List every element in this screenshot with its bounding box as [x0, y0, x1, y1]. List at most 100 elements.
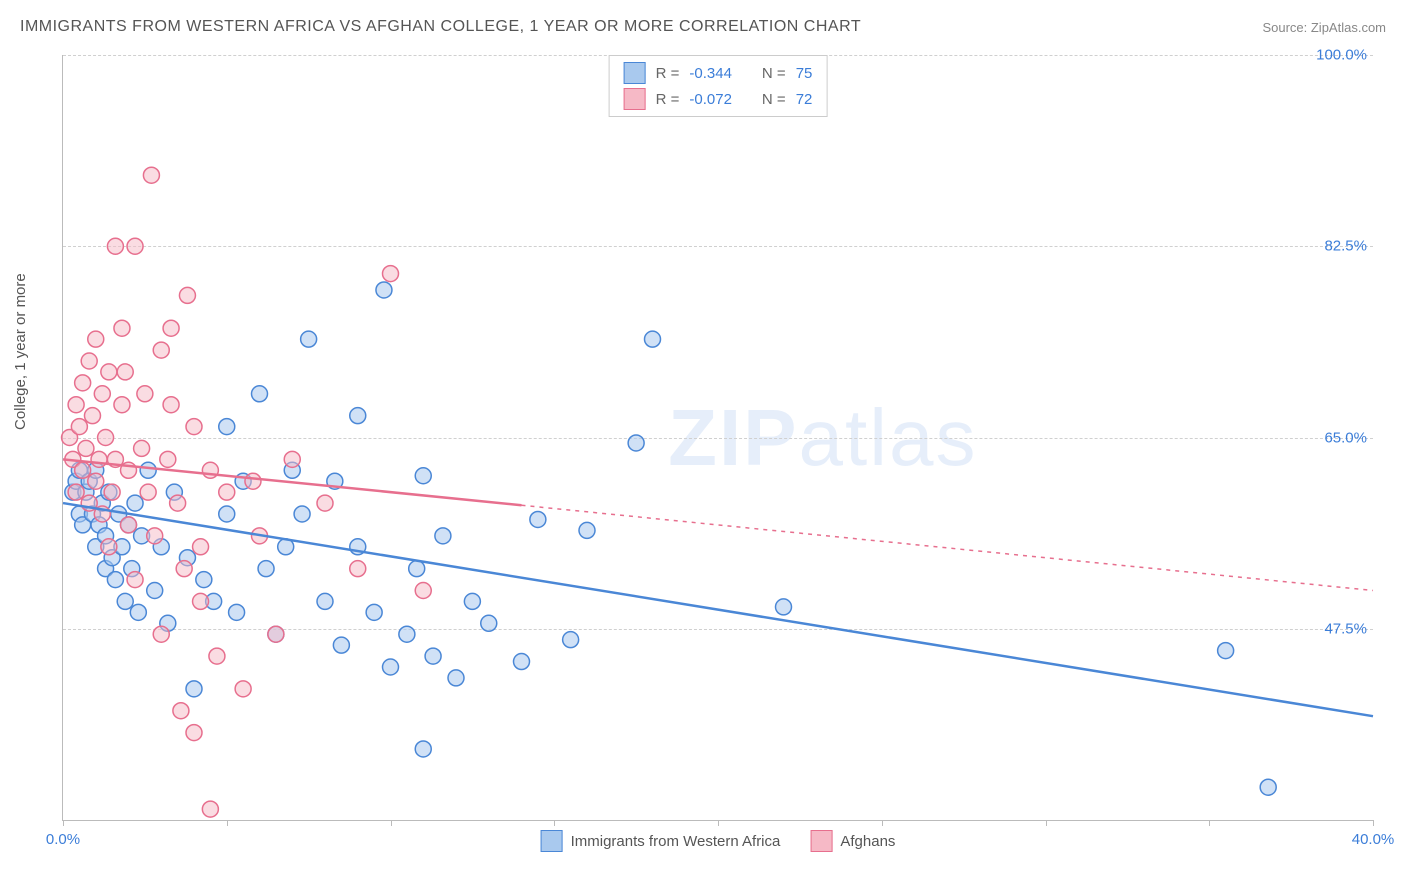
data-point	[101, 539, 117, 555]
data-point	[140, 462, 156, 478]
data-point	[163, 397, 179, 413]
data-point	[163, 320, 179, 336]
data-point	[127, 495, 143, 511]
data-point	[399, 626, 415, 642]
data-point	[137, 386, 153, 402]
stat-value-n: 75	[796, 65, 813, 82]
data-point	[153, 626, 169, 642]
data-point	[107, 238, 123, 254]
data-point	[179, 287, 195, 303]
x-tick-mark	[554, 820, 555, 826]
data-point	[235, 681, 251, 697]
data-point	[88, 473, 104, 489]
data-point	[301, 331, 317, 347]
stat-value-r: -0.344	[689, 65, 732, 82]
data-point	[645, 331, 661, 347]
data-point	[350, 561, 366, 577]
data-point	[117, 593, 133, 609]
data-point	[88, 331, 104, 347]
data-point	[333, 637, 349, 653]
correlation-row: R = -0.344 N = 75	[624, 60, 813, 86]
data-point	[776, 599, 792, 615]
legend-item: Immigrants from Western Africa	[541, 830, 781, 852]
stat-value-r: -0.072	[689, 91, 732, 108]
data-point	[1260, 779, 1276, 795]
data-point	[563, 632, 579, 648]
x-tick-label: 40.0%	[1352, 831, 1395, 848]
stat-label-r: R =	[656, 91, 680, 108]
data-point	[193, 539, 209, 555]
y-tick-label: 65.0%	[1324, 429, 1367, 446]
data-point	[219, 419, 235, 435]
data-point	[143, 167, 159, 183]
data-point	[153, 342, 169, 358]
chart-plot-area: ZIPatlas R = -0.344N = 75R = -0.072N = 7…	[62, 55, 1373, 821]
y-tick-label: 100.0%	[1316, 47, 1367, 64]
data-point	[317, 593, 333, 609]
stat-label-r: R =	[656, 65, 680, 82]
data-point	[415, 468, 431, 484]
x-tick-mark	[1373, 820, 1374, 826]
data-point	[127, 238, 143, 254]
data-point	[202, 801, 218, 817]
data-point	[268, 626, 284, 642]
data-point	[84, 408, 100, 424]
data-point	[376, 282, 392, 298]
legend-label: Immigrants from Western Africa	[571, 833, 781, 850]
data-point	[294, 506, 310, 522]
x-tick-mark	[1046, 820, 1047, 826]
data-point	[94, 386, 110, 402]
data-point	[350, 408, 366, 424]
data-point	[628, 435, 644, 451]
data-point	[448, 670, 464, 686]
chart-title: IMMIGRANTS FROM WESTERN AFRICA VS AFGHAN…	[20, 18, 861, 36]
data-point	[252, 386, 268, 402]
correlation-row: R = -0.072N = 72	[624, 86, 813, 112]
data-point	[415, 741, 431, 757]
data-point	[219, 506, 235, 522]
data-point	[130, 604, 146, 620]
y-tick-label: 47.5%	[1324, 620, 1367, 637]
data-point	[186, 419, 202, 435]
x-tick-label: 0.0%	[46, 831, 80, 848]
scatter-svg	[63, 55, 1373, 820]
correlation-legend: R = -0.344N = 75R = -0.072N = 72	[609, 55, 828, 117]
stat-label-n: N =	[762, 65, 786, 82]
data-point	[81, 353, 97, 369]
data-point	[415, 583, 431, 599]
data-point	[75, 375, 91, 391]
data-point	[114, 397, 130, 413]
x-tick-mark	[227, 820, 228, 826]
data-point	[219, 484, 235, 500]
data-point	[121, 517, 137, 533]
data-point	[425, 648, 441, 664]
data-point	[193, 593, 209, 609]
data-point	[186, 725, 202, 741]
data-point	[78, 440, 94, 456]
data-point	[127, 572, 143, 588]
data-point	[98, 430, 114, 446]
data-point	[68, 484, 84, 500]
data-point	[104, 484, 120, 500]
data-point	[134, 440, 150, 456]
data-point	[245, 473, 261, 489]
data-point	[464, 593, 480, 609]
data-point	[258, 561, 274, 577]
stat-label-n: N =	[762, 91, 786, 108]
data-point	[147, 528, 163, 544]
series-swatch	[624, 88, 646, 110]
series-swatch	[624, 62, 646, 84]
data-point	[366, 604, 382, 620]
data-point	[101, 364, 117, 380]
x-tick-mark	[718, 820, 719, 826]
series-legend: Immigrants from Western Africa Afghans	[541, 830, 896, 852]
data-point	[173, 703, 189, 719]
data-point	[196, 572, 212, 588]
data-point	[579, 522, 595, 538]
trend-line-dashed	[522, 505, 1374, 590]
data-point	[530, 511, 546, 527]
data-point	[514, 654, 530, 670]
data-point	[176, 561, 192, 577]
legend-label: Afghans	[840, 833, 895, 850]
trend-line	[63, 503, 1373, 716]
